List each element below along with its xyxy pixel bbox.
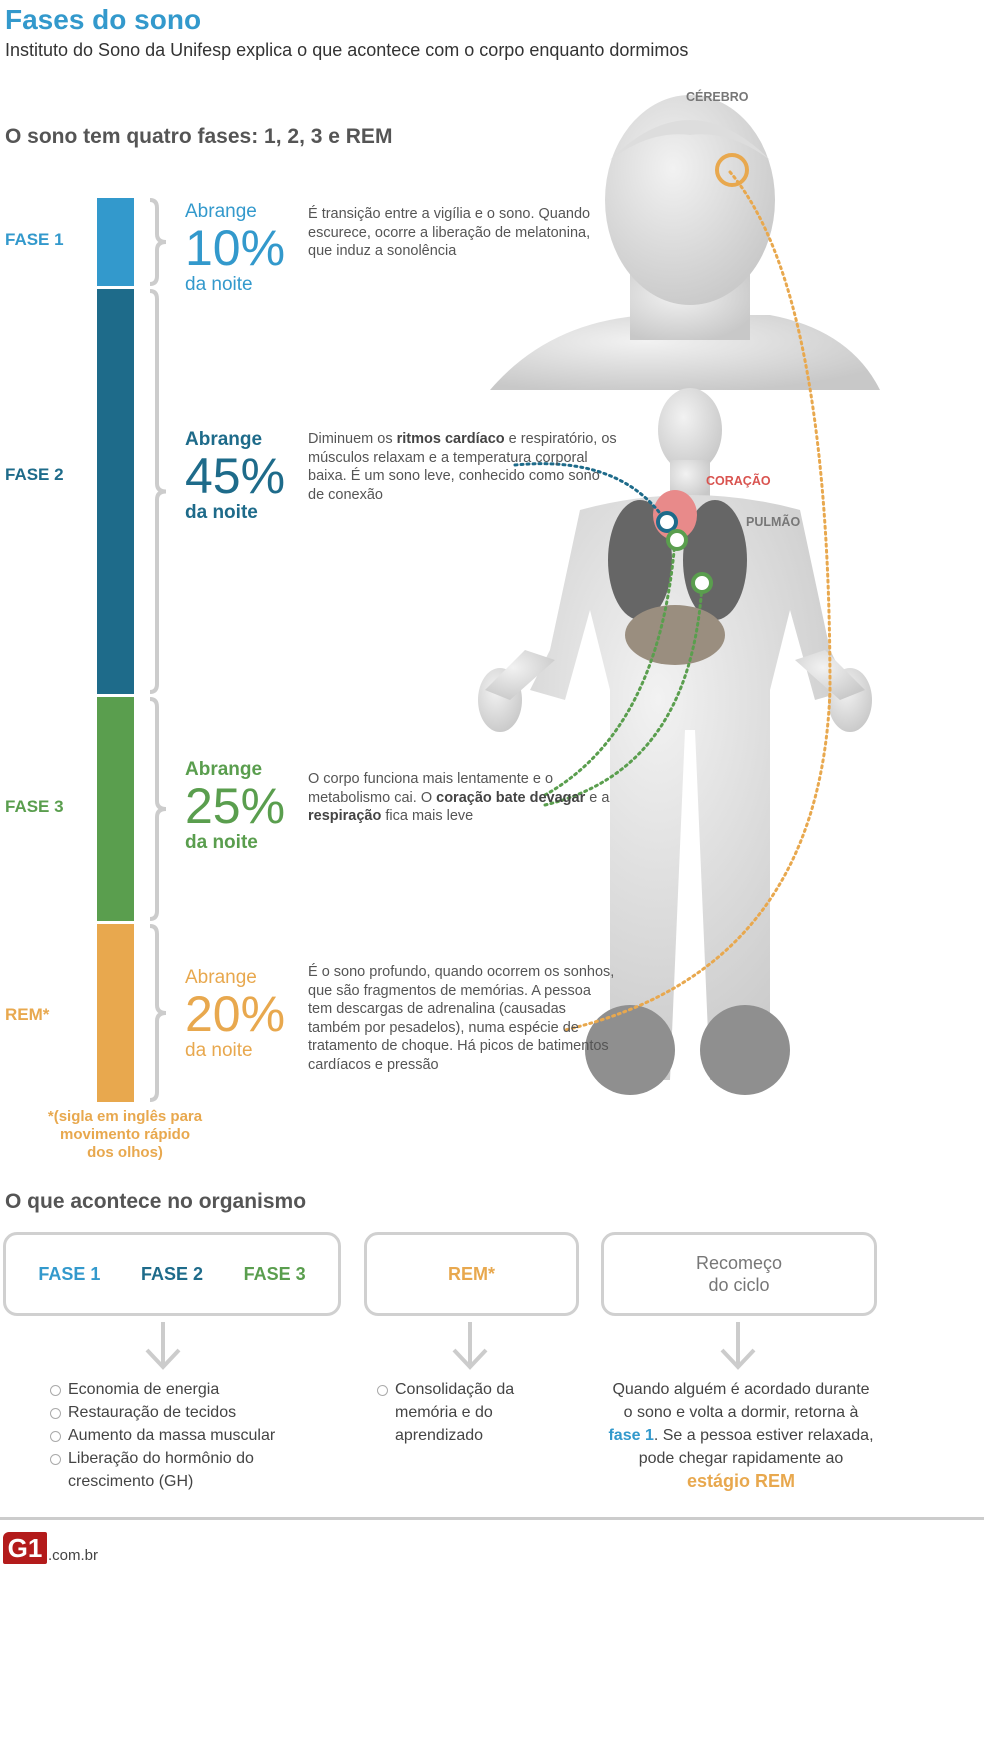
- box-label-rem: REM*: [447, 1263, 495, 1284]
- heart-marker-green-icon: [666, 529, 688, 551]
- divider: [0, 1517, 984, 1520]
- section-heading-phases: O sono tem quatro fases: 1, 2, 3 e REM: [5, 125, 393, 148]
- abrange-text: Abrange: [185, 759, 263, 780]
- g1-logo: G1 .com.br: [3, 1532, 98, 1564]
- lung-marker-icon: [691, 572, 713, 594]
- phase-bar-fase1: [97, 198, 134, 286]
- g1-logo-mark: G1: [3, 1532, 47, 1564]
- phase-bar-fase3: [97, 697, 134, 921]
- heart-marker-icon: [656, 511, 678, 533]
- arrow-down-icon: [720, 1322, 756, 1370]
- recomeco-text-1: Quando alguém é acordado durante o sono …: [612, 1381, 870, 1421]
- list-item: Consolidação da memória e do aprendizado: [375, 1378, 555, 1447]
- list-item: Aumento da massa muscular: [48, 1424, 288, 1447]
- human-body-illustration: [478, 95, 880, 1095]
- brain-marker-icon: [715, 153, 749, 187]
- brain-label: CÉREBRO: [686, 90, 749, 104]
- bracket-icon: [149, 289, 167, 694]
- phase-label-fase1: FASE 1: [5, 230, 64, 249]
- percent-value: 45%: [185, 448, 286, 504]
- fases-effects-list: Economia de energia Restauração de tecido…: [48, 1378, 288, 1493]
- recomeco-highlight-fase1: fase 1: [608, 1427, 654, 1444]
- da-noite-text: da noite: [185, 1040, 253, 1061]
- recomeco-text: Quando alguém é acordado durante o sono …: [606, 1378, 876, 1494]
- phase-bar-fase2: [97, 289, 134, 694]
- percent-value: 25%: [185, 778, 286, 834]
- lung-label: PULMÃO: [746, 515, 801, 529]
- phase-description-fase1: É transição entre a vigília e o sono. Qu…: [308, 206, 591, 259]
- rem-effects-list: Consolidação da memória e do aprendizado: [375, 1378, 555, 1447]
- percent-value: 20%: [185, 986, 286, 1042]
- box-fases: FASE 1 FASE 2 FASE 3: [3, 1232, 341, 1316]
- bracket-icon: [149, 198, 167, 286]
- da-noite-text: da noite: [185, 502, 258, 523]
- arrow-down-icon: [452, 1322, 488, 1370]
- abrange-text: Abrange: [185, 967, 257, 988]
- percent-value: 10%: [185, 220, 286, 276]
- bracket-icon: [149, 924, 167, 1102]
- phase-label-fase3: FASE 3: [5, 797, 64, 816]
- rem-footnote: *(sigla em inglês para movimento rápido …: [47, 1108, 203, 1161]
- bracket-icon: [149, 697, 167, 921]
- da-noite-text: da noite: [185, 832, 258, 853]
- box-recomeco: Recomeço do ciclo: [601, 1232, 877, 1316]
- recomeco-highlight-rem: estágio REM: [686, 1471, 796, 1491]
- phase-percentage-fase1: Abrange 10% da noite: [185, 202, 285, 294]
- abrange-text: Abrange: [185, 429, 263, 450]
- heart-label: CORAÇÃO: [706, 474, 771, 488]
- list-item: Economia de energia: [48, 1378, 288, 1401]
- da-noite-text: da noite: [185, 274, 253, 295]
- box-rem: REM*: [364, 1232, 579, 1316]
- g1-domain: .com.br: [48, 1547, 99, 1564]
- box-label-fase3: FASE 3: [243, 1263, 306, 1284]
- box-label-fase1: FASE 1: [38, 1263, 101, 1284]
- subtitle: Instituto do Sono da Unifesp explica o q…: [5, 40, 689, 60]
- arrow-down-icon: [145, 1322, 181, 1370]
- phase-percentage-rem: Abrange 20% da noite: [185, 968, 285, 1060]
- section-heading-organism: O que acontece no organismo: [5, 1190, 307, 1213]
- head-illustration: [490, 95, 880, 390]
- phase-bar-rem: [97, 924, 134, 1102]
- page-title: Fases do sono: [5, 4, 202, 35]
- phase-percentage-fase2: Abrange 45% da noite: [185, 430, 285, 522]
- phase-description-fase2: Diminuem os ritmos cardíaco e respiratór…: [308, 431, 617, 503]
- abrange-text: Abrange: [185, 201, 257, 222]
- phase-label-rem: REM*: [5, 1005, 50, 1024]
- phase-label-fase2: FASE 2: [5, 465, 64, 484]
- phase-percentage-fase3: Abrange 25% da noite: [185, 760, 285, 852]
- list-item: Restauração de tecidos: [48, 1401, 288, 1424]
- phase-description-rem: É o sono profundo, quando ocorrem os son…: [308, 964, 615, 1073]
- box-label-recomeco: Recomeço do ciclo: [695, 1253, 783, 1295]
- box-label-fase2: FASE 2: [140, 1263, 203, 1284]
- list-item: Liberação do hormônio do crescimento (GH…: [48, 1447, 288, 1493]
- recomeco-text-2: . Se a pessoa estiver relaxada, pode che…: [638, 1427, 874, 1467]
- phase-description-fase3: O corpo funciona mais lentamente e o met…: [308, 771, 610, 824]
- connector-lines: [513, 170, 832, 1032]
